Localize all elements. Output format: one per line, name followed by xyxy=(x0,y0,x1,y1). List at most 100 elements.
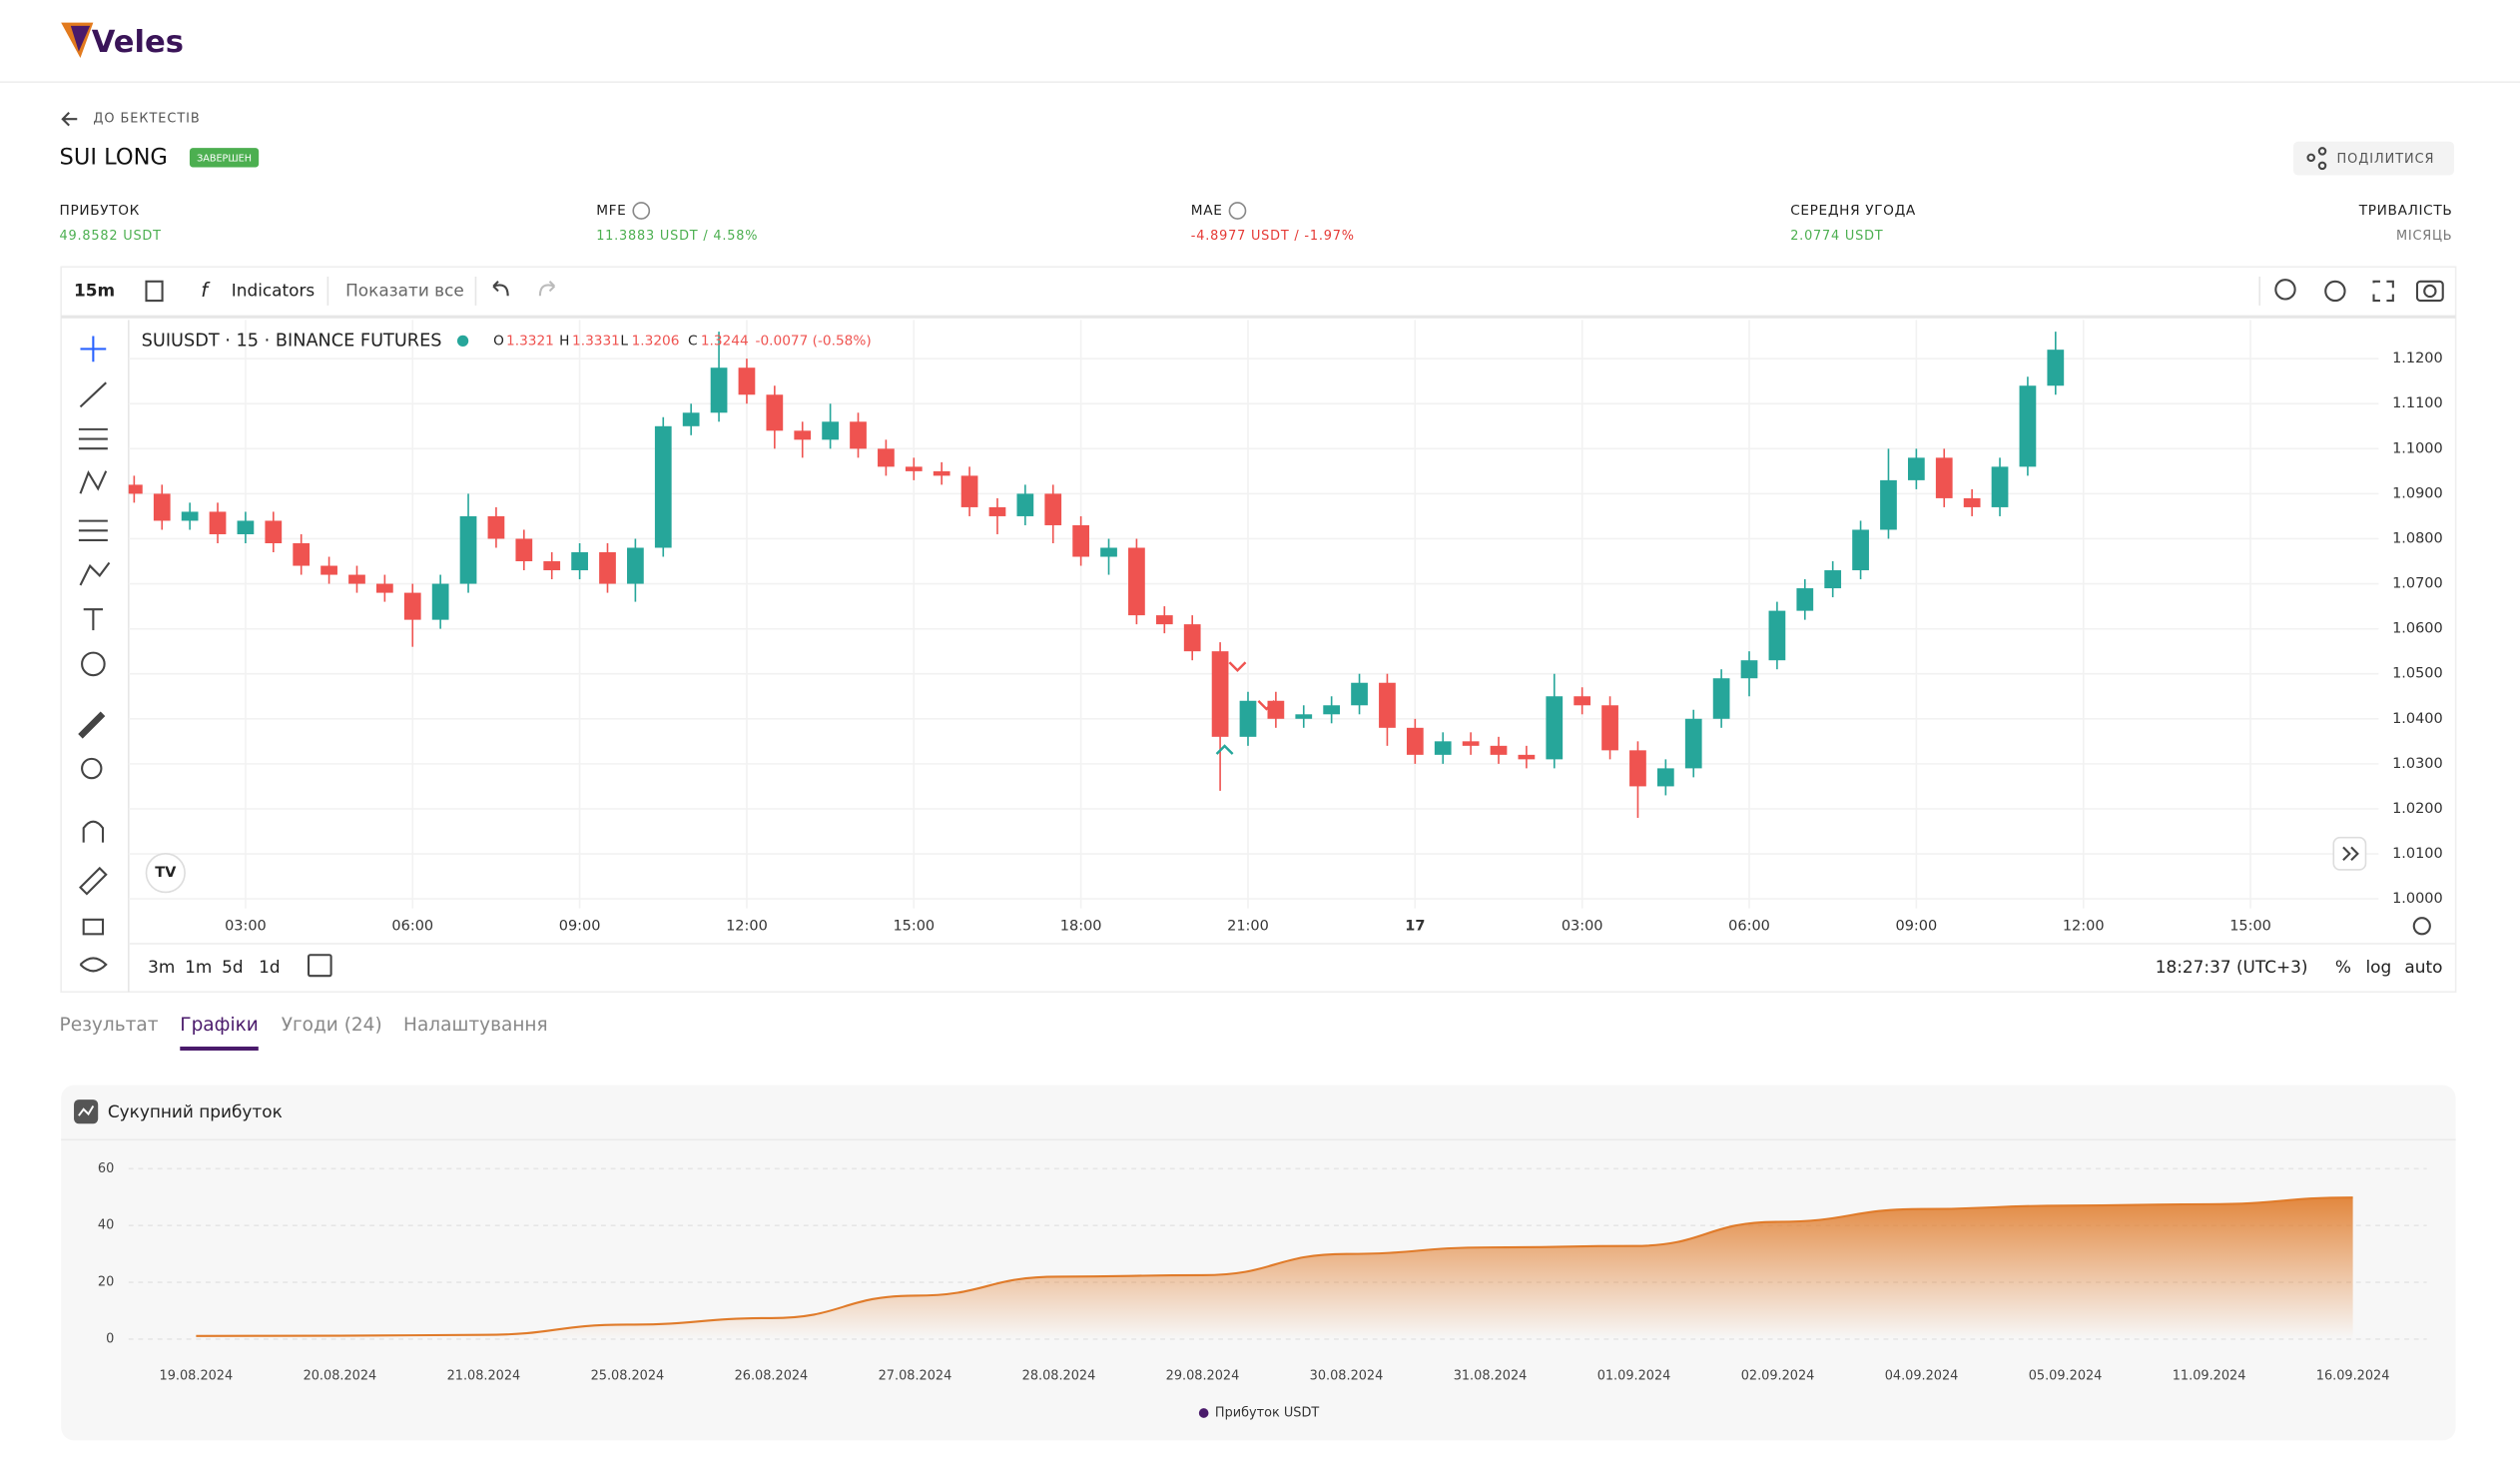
y-tick-label: 1.1100 xyxy=(2392,395,2443,411)
y-tick-label: 1.0200 xyxy=(2392,801,2443,817)
y-tick-label: 1.1000 xyxy=(2392,440,2443,456)
candle-body xyxy=(1601,705,1618,751)
info-icon[interactable] xyxy=(632,202,651,220)
trendline-tool[interactable] xyxy=(79,381,107,408)
x-tick-label: 27.08.2024 xyxy=(879,1368,952,1383)
candle-body xyxy=(237,520,255,534)
show-all-button[interactable]: Показати все xyxy=(345,280,464,300)
logo[interactable]: Veles xyxy=(92,25,184,60)
axis-settings[interactable] xyxy=(2412,917,2431,936)
x-tick-label: 26.08.2024 xyxy=(735,1368,809,1383)
candle-body xyxy=(403,592,421,620)
fullscreen-icon[interactable] xyxy=(2372,280,2394,303)
magnet-tool[interactable] xyxy=(82,820,105,843)
auto-toggle[interactable]: auto xyxy=(2404,957,2442,977)
zoom-tool[interactable] xyxy=(81,757,103,780)
y-tick-label: 1.0000 xyxy=(2392,891,2443,907)
candle-body xyxy=(850,421,867,449)
candle-body xyxy=(1434,741,1452,755)
stat-label: MAE xyxy=(1191,203,1223,219)
tv-logo[interactable] xyxy=(145,853,186,894)
fib-tool[interactable] xyxy=(78,427,108,450)
emoji-tool[interactable] xyxy=(81,651,106,677)
share-bg[interactable] xyxy=(2293,141,2455,176)
tab[interactable]: Налаштування xyxy=(403,1015,548,1036)
y-tick-label: 1.0700 xyxy=(2392,576,2443,592)
candle-body xyxy=(1824,570,1842,589)
lock-tool[interactable] xyxy=(82,918,105,936)
status-badge xyxy=(189,148,260,168)
candle-body xyxy=(1935,457,1953,498)
x-tick-label: 28.08.2024 xyxy=(1022,1368,1096,1383)
visibility-tool[interactable] xyxy=(79,957,108,973)
screenshot-icon[interactable] xyxy=(2415,280,2444,303)
date-range-icon[interactable] xyxy=(308,954,332,978)
ruler-tool[interactable] xyxy=(78,711,106,739)
candle-body xyxy=(1183,624,1201,652)
share-button[interactable]: ПОДІЛИТИСЯ xyxy=(2293,141,2455,176)
text-tool[interactable] xyxy=(83,608,104,631)
candle-body xyxy=(2047,350,2065,386)
tab[interactable]: Угоди (24) xyxy=(282,1015,382,1036)
crosshair-tool[interactable] xyxy=(80,336,107,363)
tab[interactable]: Результат xyxy=(60,1015,159,1036)
brush-tool[interactable] xyxy=(79,561,111,586)
candle-body xyxy=(1796,588,1814,611)
candle-body xyxy=(1907,457,1925,480)
range-button[interactable]: 1d xyxy=(259,957,280,977)
projection-tool[interactable] xyxy=(78,519,108,541)
x-tick-label: 11.09.2024 xyxy=(2173,1368,2246,1383)
candle-body xyxy=(822,421,839,440)
candle-type-icon[interactable] xyxy=(145,280,164,303)
pattern-tool[interactable] xyxy=(79,469,108,494)
area-line xyxy=(196,1196,2353,1337)
ohlc-value: 1.3331 xyxy=(572,333,620,349)
range-button[interactable]: 3m xyxy=(148,957,175,977)
interval-button[interactable]: 15m xyxy=(74,280,115,300)
candle-body xyxy=(1128,547,1145,616)
indicators-button[interactable]: Indicators xyxy=(232,280,315,300)
area-fill xyxy=(196,1197,2353,1339)
ohlc-label: L xyxy=(620,333,628,349)
ohlc-label: H xyxy=(559,333,569,349)
drawing-tools xyxy=(78,336,111,973)
range-button[interactable]: 5d xyxy=(222,957,243,977)
candle-body xyxy=(1852,529,1869,571)
x-tick-label: 03:00 xyxy=(225,918,267,934)
candle-body xyxy=(543,561,561,571)
candle-body xyxy=(1490,745,1508,755)
back-text[interactable]: ДО БЕКТЕСТІВ xyxy=(93,112,200,127)
legend-swatch xyxy=(1198,1408,1209,1418)
log-toggle[interactable]: log xyxy=(2365,957,2391,977)
redo[interactable] xyxy=(538,281,556,297)
undo[interactable] xyxy=(492,281,509,297)
clock: 18:27:37 (UTC+3) xyxy=(2156,957,2308,977)
candle-body xyxy=(153,493,171,521)
stat-label: ПРИБУТОК xyxy=(60,203,140,219)
x-tick-label: 12:00 xyxy=(726,918,768,934)
settings-icon[interactable] xyxy=(2324,280,2346,303)
panel-icon-glyph xyxy=(78,1105,95,1116)
candle-body xyxy=(1963,497,1981,507)
profit-chart: 0 20 40 60 19.08.2024 20.08.2024 21.08.2024 25.… xyxy=(98,1161,2427,1421)
candle-body xyxy=(1351,682,1368,706)
candle-body xyxy=(459,515,477,584)
tab[interactable]: Графіки xyxy=(180,1015,259,1036)
symbol-legend: SUIUSDT · 15 · BINANCE FUTURES xyxy=(142,331,442,351)
lock-draw-tool[interactable] xyxy=(79,866,108,896)
info-icon[interactable] xyxy=(1228,202,1247,220)
share-text[interactable]: ПОДІЛИТИСЯ xyxy=(2336,152,2434,167)
stats: ПРИБУТОК 49.8582 USDT MFE 11.3883 USDT / 4.… xyxy=(60,202,2452,244)
candle-body xyxy=(571,552,588,571)
backtest-title: SUI LONG xyxy=(60,144,168,170)
candle-body xyxy=(1323,705,1341,715)
y-tick-label: 1.0300 xyxy=(2392,756,2443,772)
back-link[interactable]: ДО БЕКТЕСТІВ xyxy=(61,112,201,127)
search-icon[interactable] xyxy=(2274,279,2296,301)
y-tick-label: 0 xyxy=(106,1331,114,1346)
percent-toggle[interactable]: % xyxy=(2335,957,2351,977)
candle-body xyxy=(376,583,393,593)
range-button[interactable]: 1m xyxy=(185,957,212,977)
candle-body xyxy=(1267,700,1285,719)
